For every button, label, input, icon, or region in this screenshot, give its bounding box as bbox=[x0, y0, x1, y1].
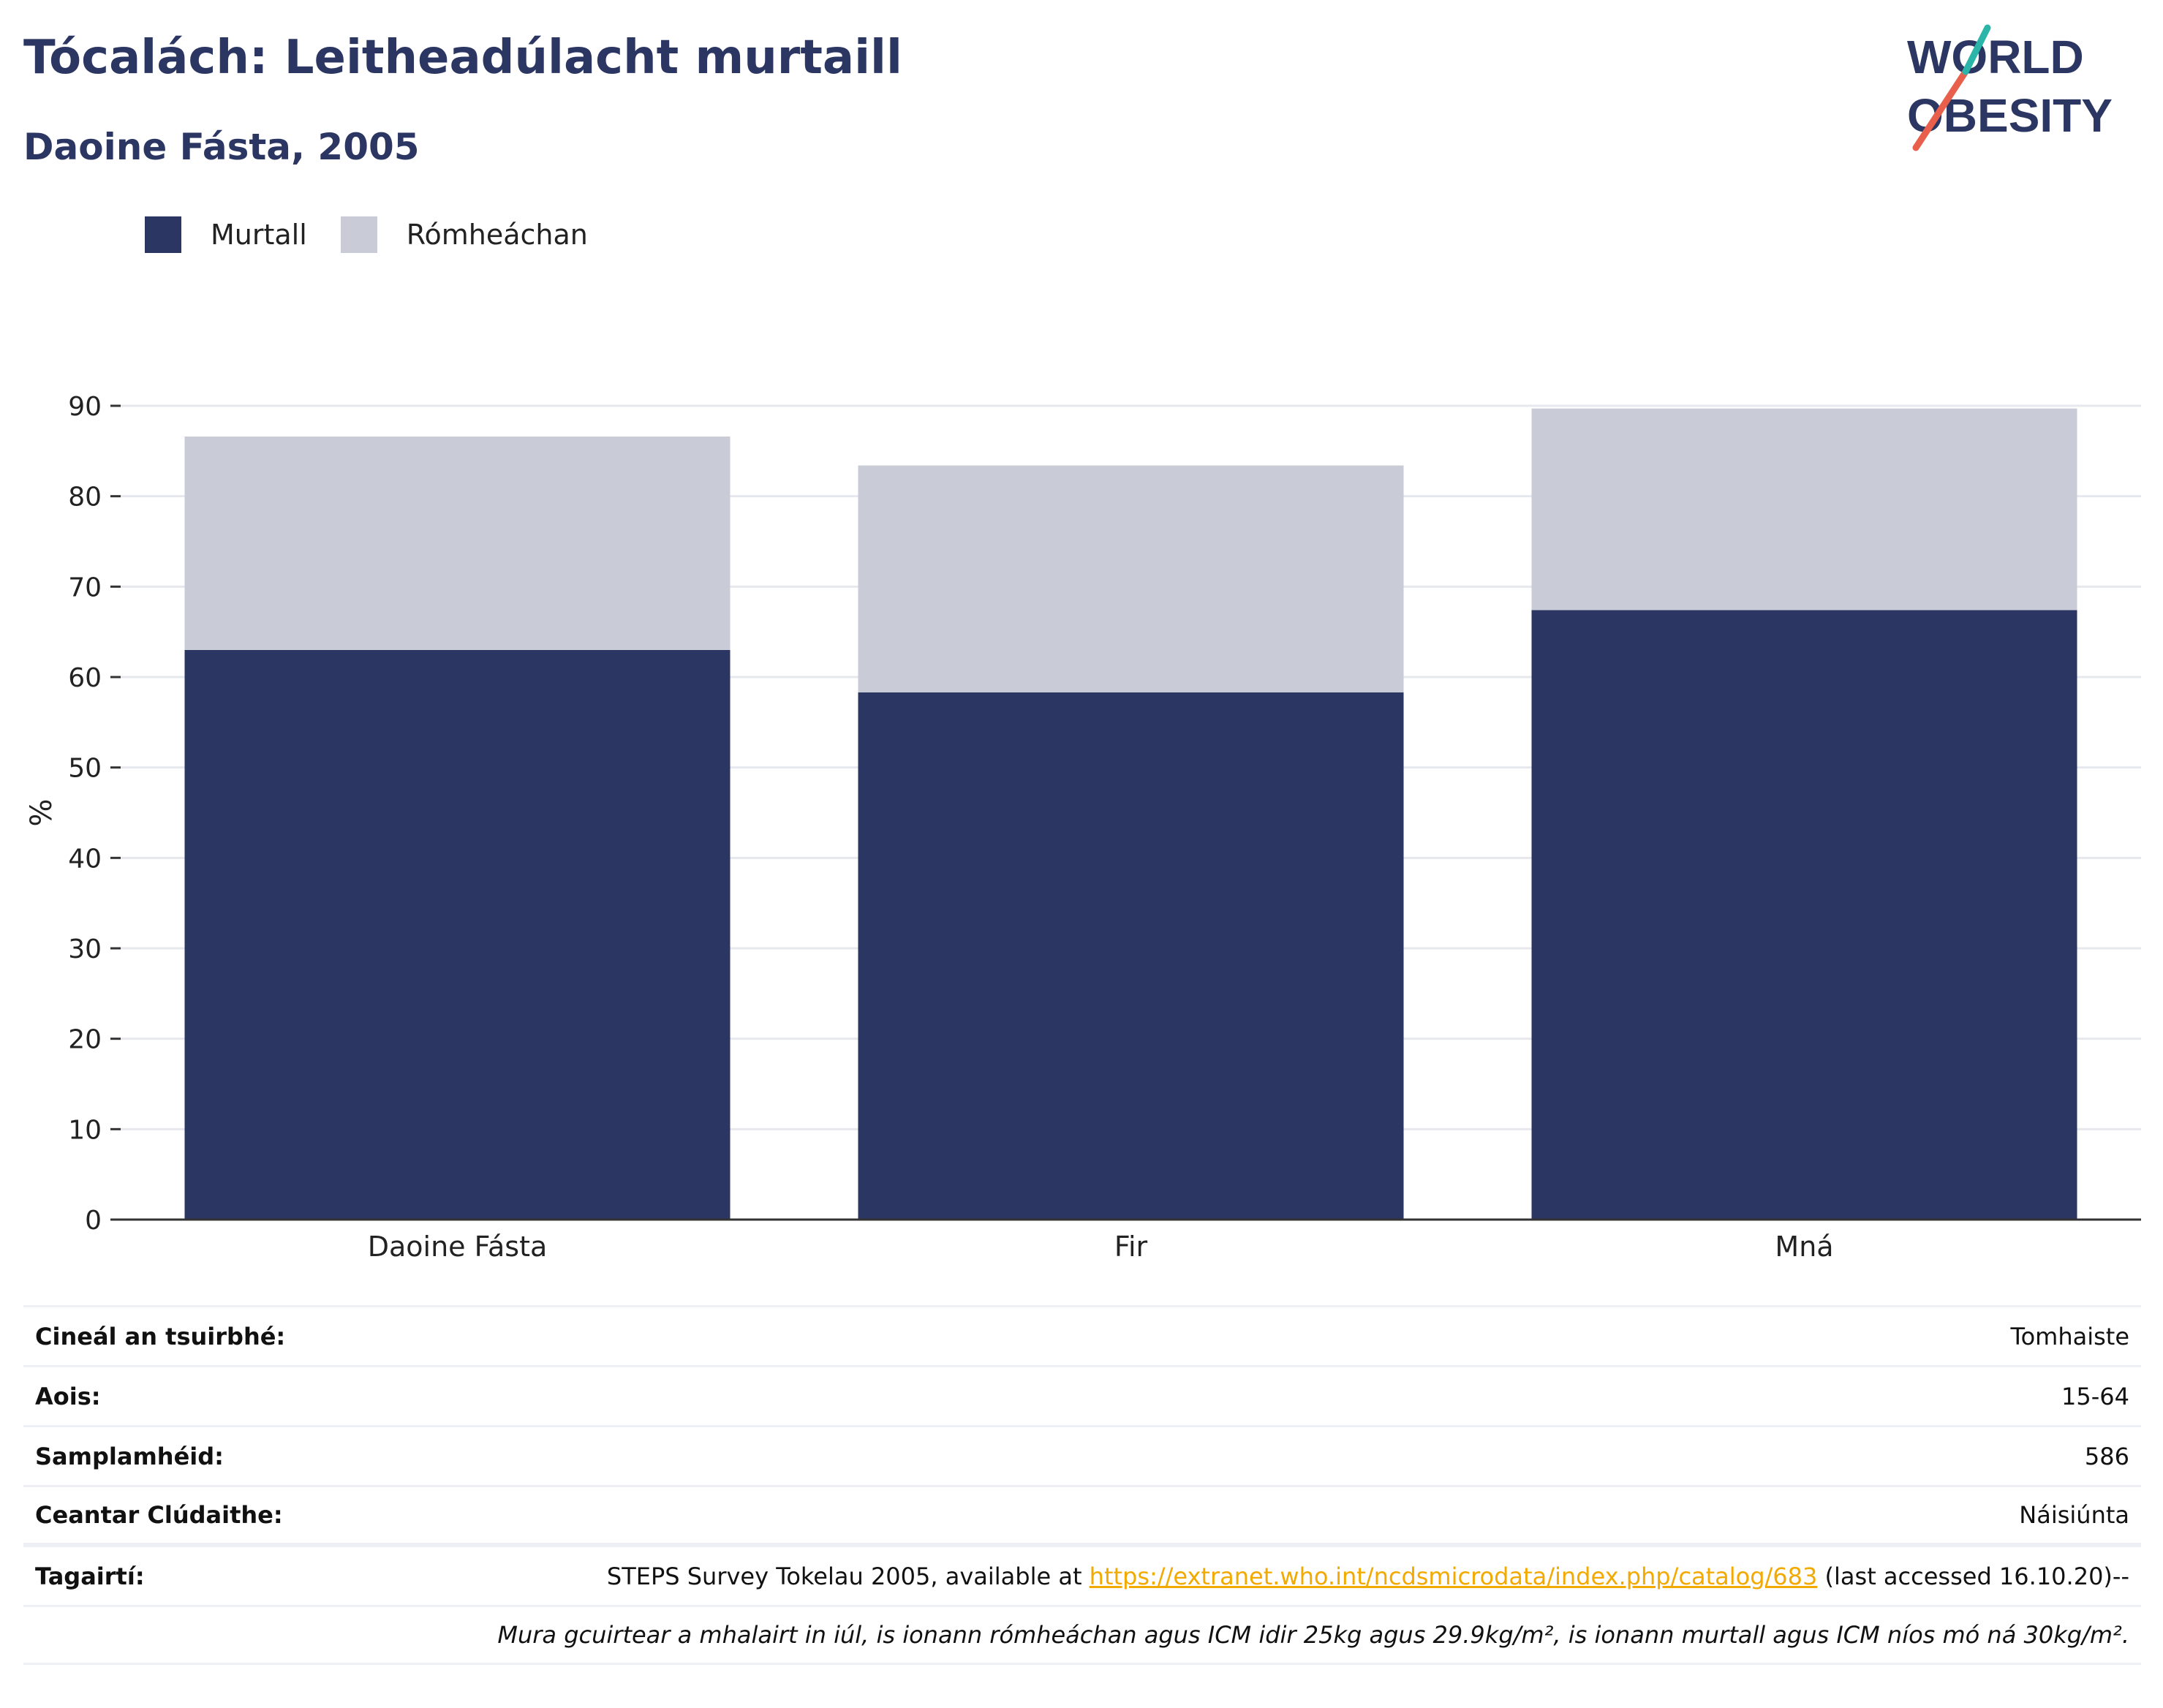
info-row: Ceantar Clúdaithe: Náisiúnta bbox=[23, 1485, 2141, 1545]
info-value: 15-64 bbox=[2061, 1382, 2129, 1410]
y-tick-label: 50 bbox=[68, 754, 102, 784]
info-value: 586 bbox=[2084, 1442, 2129, 1470]
bar-romheachan[interactable] bbox=[184, 437, 731, 650]
y-tick-label: 90 bbox=[68, 392, 102, 422]
chart-subtitle: Daoine Fásta, 2005 bbox=[23, 126, 420, 168]
y-axis-label: % bbox=[25, 798, 58, 826]
logo-line2: OBESITY bbox=[1907, 89, 2113, 142]
info-row: Aois: 15-64 bbox=[23, 1365, 2141, 1425]
y-tick-label: 10 bbox=[68, 1115, 102, 1145]
bar-murtall[interactable] bbox=[184, 649, 731, 1220]
bar-chart: 0 10 20 30 40 50 60 70 80 90 Daoine Fásta Fir Mná % bbox=[25, 392, 2141, 1263]
bars bbox=[184, 408, 2077, 1220]
info-table: Cineál an tsuirbhé: Tomhaiste Aois: 15-64 Sa… bbox=[23, 1305, 2141, 1665]
info-row-note: Mura gcuirtear a mhalairt in iúl, is ion… bbox=[23, 1605, 2141, 1665]
y-tick-label: 60 bbox=[68, 663, 102, 693]
legend-label-romheachan: Rómheáchan bbox=[406, 219, 588, 251]
reference-value: STEPS Survey Tokelau 2005, available at … bbox=[607, 1562, 2129, 1590]
y-axis-ticks: 0 10 20 30 40 50 60 70 80 90 bbox=[68, 392, 121, 1236]
logo-slash-teal bbox=[1962, 24, 1991, 75]
legend-label-murtall: Murtall bbox=[211, 219, 307, 251]
legend-swatch-romheachan bbox=[340, 216, 377, 253]
definition-note: Mura gcuirtear a mhalairt in iúl, is ion… bbox=[497, 1621, 2129, 1649]
reference-prefix: STEPS Survey Tokelau 2005, available at bbox=[606, 1562, 1090, 1590]
bar-murtall[interactable] bbox=[1531, 610, 2077, 1220]
x-tick-label: Daoine Fásta bbox=[368, 1231, 548, 1263]
info-label: Aois: bbox=[35, 1382, 101, 1410]
info-label: Samplamhéid: bbox=[35, 1442, 224, 1470]
info-label: Ceantar Clúdaithe: bbox=[35, 1501, 283, 1529]
world-obesity-logo: WORLD OBESITY bbox=[1907, 24, 2113, 151]
info-label: Cineál an tsuirbhé: bbox=[35, 1322, 286, 1350]
legend-item-murtall[interactable]: Murtall bbox=[145, 216, 341, 253]
logo-line1: WORLD bbox=[1907, 31, 2084, 83]
reference-link[interactable]: https://extranet.who.int/ncdsmicrodata/i… bbox=[1089, 1562, 1818, 1590]
info-row: Samplamhéid: 586 bbox=[23, 1425, 2141, 1485]
x-tick-label: Fir bbox=[1114, 1231, 1148, 1263]
logo-slash-red bbox=[1912, 68, 1969, 151]
bar-romheachan[interactable] bbox=[1531, 408, 2077, 611]
legend: Murtall Rómheáchan bbox=[145, 216, 622, 253]
bar-murtall[interactable] bbox=[858, 692, 1404, 1220]
info-row: Cineál an tsuirbhé: Tomhaiste bbox=[23, 1305, 2141, 1365]
chart-title: Tócalách: Leitheadúlacht murtaill bbox=[23, 31, 902, 85]
y-tick-label: 70 bbox=[68, 573, 102, 602]
x-tick-label: Mná bbox=[1775, 1231, 1833, 1263]
y-tick-label: 0 bbox=[85, 1206, 102, 1236]
reference-suffix: (last accessed 16.10.20)-- bbox=[1817, 1562, 2129, 1590]
x-axis-ticks: Daoine Fásta Fir Mná bbox=[368, 1231, 1834, 1263]
reference-label: Tagairtí: bbox=[35, 1562, 145, 1590]
bar-romheachan[interactable] bbox=[858, 465, 1404, 693]
y-tick-label: 20 bbox=[68, 1025, 102, 1055]
legend-swatch-murtall bbox=[145, 216, 181, 253]
y-tick-label: 40 bbox=[68, 844, 102, 874]
legend-item-romheachan[interactable]: Rómheáchan bbox=[340, 216, 622, 253]
info-value: Náisiúnta bbox=[2019, 1501, 2129, 1529]
info-value: Tomhaiste bbox=[2010, 1322, 2129, 1350]
y-tick-label: 30 bbox=[68, 934, 102, 964]
info-row-reference: Tagairtí: STEPS Survey Tokelau 2005, ava… bbox=[23, 1545, 2141, 1605]
y-tick-label: 80 bbox=[68, 483, 102, 513]
